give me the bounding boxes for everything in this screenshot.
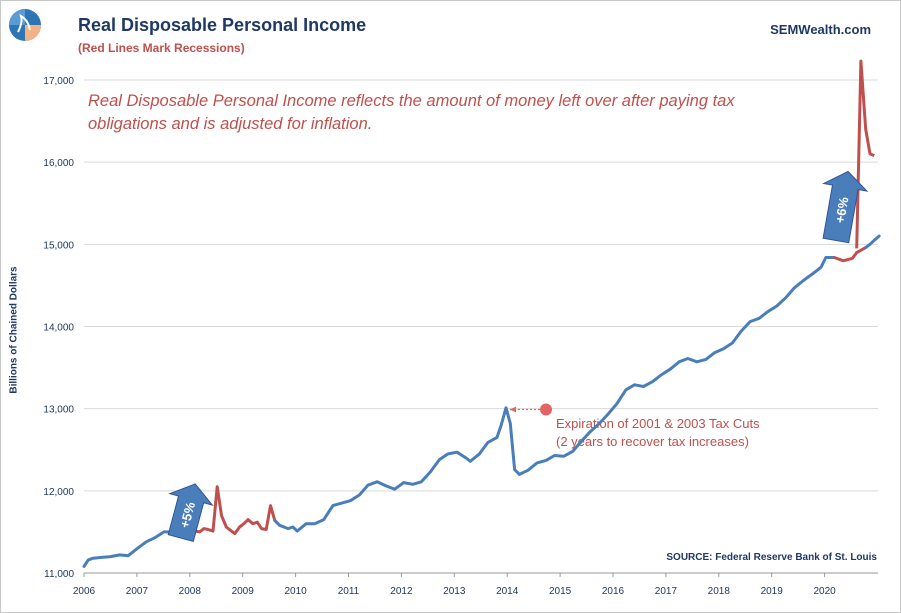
callout-line-1: Expiration of 2001 & 2003 Tax Cuts: [556, 416, 760, 431]
callout-line-2: (2 years to recover tax increases): [556, 434, 749, 449]
brand-text: SEMWealth.com: [770, 22, 871, 37]
annotation-text: Real Disposable Personal Income reflects…: [88, 92, 735, 133]
source-note: SOURCE: Federal Reserve Bank of St. Loui…: [666, 552, 877, 563]
semwealth-logo: [9, 9, 41, 41]
y-axis-label: Billions of Chained Dollars: [8, 266, 20, 394]
chart-subtitle: (Red Lines Mark Recessions): [78, 41, 245, 55]
tax-cut-callout: Expiration of 2001 & 2003 Tax Cuts (2 ye…: [556, 415, 760, 451]
chart-title: Real Disposable Personal Income: [78, 15, 367, 35]
